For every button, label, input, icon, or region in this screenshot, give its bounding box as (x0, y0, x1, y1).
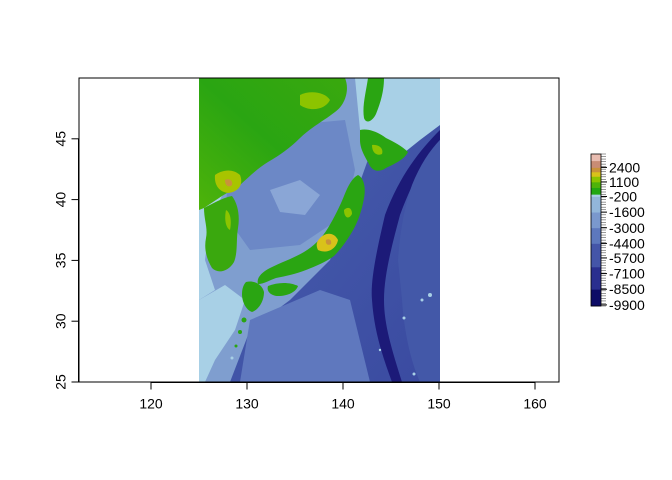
y-tick-label: 45 (53, 131, 69, 147)
elevation-raster (199, 78, 440, 382)
legend-label: -7100 (609, 266, 645, 282)
legend-label: -5700 (609, 250, 645, 266)
colorbar-segment (591, 176, 601, 183)
colorbar-segment (591, 212, 601, 229)
colorbar-segment (591, 160, 601, 168)
legend-label: -3000 (609, 220, 645, 236)
legend-label: -1600 (609, 204, 645, 220)
y-tick-label: 35 (53, 252, 69, 268)
colorbar-segment (591, 243, 601, 268)
y-tick-label: 30 (53, 313, 69, 329)
y-tick-label: 40 (53, 192, 69, 208)
colorbar-frame (590, 153, 602, 307)
legend-label: -8500 (609, 281, 645, 297)
x-axis: 120 130 140 150 160 (139, 382, 547, 412)
x-tick-label: 130 (235, 396, 259, 412)
legend-label: -4400 (609, 235, 645, 251)
legend-label: -200 (609, 188, 637, 204)
colorbar-segment (591, 181, 601, 188)
y-axis: 25 30 35 40 45 (53, 131, 79, 390)
colorbar-segment (591, 266, 601, 290)
x-tick-label: 120 (139, 396, 163, 412)
colorbar-segment (591, 167, 601, 173)
y-tick-label: 25 (53, 374, 69, 390)
colorbar-segment (591, 154, 601, 162)
legend-label: 2400 (609, 159, 640, 175)
x-tick-label: 140 (331, 396, 355, 412)
colorbar-segment (591, 194, 601, 197)
legend-label: 1100 (609, 174, 639, 190)
colorbar-segment (591, 289, 601, 307)
colorbar-segment (591, 187, 601, 195)
x-tick-label: 160 (523, 396, 547, 412)
colorbar-segment (591, 171, 601, 177)
colorbar-segment (591, 227, 601, 244)
legend-colorbar: 24001100-200-1600-3000-4400-5700-7100-85… (590, 153, 645, 313)
colorbar-segment (591, 196, 601, 213)
x-tick-label: 150 (427, 396, 451, 412)
legend-label: -9900 (609, 297, 645, 313)
